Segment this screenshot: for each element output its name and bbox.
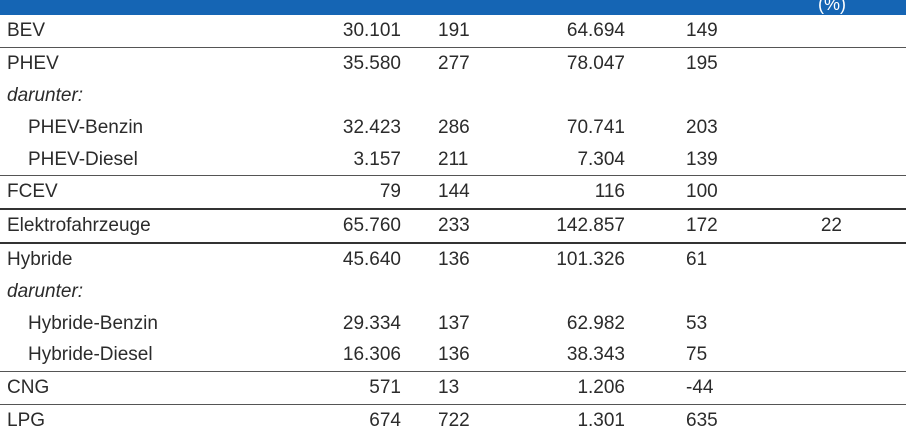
cell-col3: 277 bbox=[438, 53, 470, 75]
cell-col5: 75 bbox=[660, 338, 770, 372]
table-header-bar: (%) bbox=[0, 0, 906, 15]
cell-col6 bbox=[770, 404, 906, 436]
cell-col3: 233 bbox=[415, 208, 530, 244]
cell-col4: 70.741 bbox=[566, 116, 625, 138]
cell-col6 bbox=[770, 111, 906, 143]
cell-col6 bbox=[770, 243, 906, 276]
cell-col5: 139 bbox=[660, 143, 770, 176]
cell-col6 bbox=[770, 15, 906, 48]
table-row: LPG 674 722 1.301 635 bbox=[0, 404, 906, 436]
cell-col2: 45.640 bbox=[342, 248, 401, 270]
table-row: PHEV-Diesel 3.157 211 7.304 139 bbox=[0, 143, 906, 176]
cell-col3: 211 bbox=[415, 143, 530, 176]
cell-col4: 1.301 bbox=[577, 409, 625, 431]
cell-col6 bbox=[770, 307, 906, 339]
cell-col5: 195 bbox=[686, 53, 718, 75]
row-label: Hybride bbox=[7, 248, 73, 270]
cell-col3: 136 bbox=[415, 338, 530, 372]
row-label: PHEV-Benzin bbox=[28, 116, 144, 138]
row-label: darunter: bbox=[7, 280, 84, 302]
row-label: LPG bbox=[7, 409, 46, 431]
cell-col3: 286 bbox=[438, 116, 470, 138]
cell-col5: -44 bbox=[660, 371, 770, 405]
cell-col2 bbox=[235, 275, 415, 307]
cell-col4: 142.857 bbox=[530, 208, 660, 244]
cell-col3: 144 bbox=[415, 175, 530, 210]
table-row: Hybride 45.640 136 101.326 61 bbox=[0, 243, 906, 276]
cell-col4 bbox=[530, 80, 660, 112]
cell-col5: 203 bbox=[686, 116, 718, 138]
row-label: PHEV-Diesel bbox=[0, 143, 235, 176]
cell-col2: 35.580 bbox=[342, 53, 401, 75]
table-row: FCEV 79 144 116 100 bbox=[0, 175, 906, 210]
cell-col3 bbox=[415, 275, 530, 307]
row-label: Hybride-Benzin bbox=[28, 312, 158, 334]
cell-col6: 22 bbox=[770, 208, 906, 244]
cell-col2: 79 bbox=[235, 175, 415, 210]
row-label: BEV bbox=[0, 15, 235, 48]
cell-col4 bbox=[530, 275, 660, 307]
cell-col6 bbox=[770, 275, 906, 307]
header-unit-label: (%) bbox=[818, 0, 846, 14]
cell-col6 bbox=[770, 143, 906, 176]
cell-col5: 53 bbox=[686, 312, 708, 334]
cell-col5: 149 bbox=[660, 15, 770, 48]
cell-col3: 137 bbox=[438, 312, 470, 334]
table-row: Hybride-Diesel 16.306 136 38.343 75 bbox=[0, 338, 906, 372]
cell-col3: 191 bbox=[415, 15, 530, 48]
row-label: Elektrofahrzeuge bbox=[0, 208, 235, 244]
cell-col2: 65.760 bbox=[235, 208, 415, 244]
table-row: PHEV-Benzin 32.423 286 70.741 203 bbox=[0, 111, 906, 143]
cell-col3: 136 bbox=[438, 248, 470, 270]
cell-col5: 172 bbox=[660, 208, 770, 244]
row-label: darunter: bbox=[7, 84, 84, 106]
cell-col5: 635 bbox=[686, 409, 718, 431]
table-row: BEV 30.101 191 64.694 149 bbox=[0, 15, 906, 48]
table-row: darunter: bbox=[0, 275, 906, 307]
table-row: CNG 571 13 1.206 -44 bbox=[0, 371, 906, 405]
cell-col3: 722 bbox=[438, 409, 470, 431]
vehicle-statistics-table: BEV 30.101 191 64.694 149 PHEV 35.580 27… bbox=[0, 15, 906, 436]
cell-col5: 61 bbox=[686, 248, 708, 270]
cell-col2 bbox=[235, 80, 415, 112]
cell-col4: 64.694 bbox=[530, 15, 660, 48]
cell-col6 bbox=[770, 80, 906, 112]
cell-col2: 674 bbox=[369, 409, 401, 431]
cell-col3: 13 bbox=[415, 371, 530, 405]
cell-col2: 3.157 bbox=[235, 143, 415, 176]
table-row: PHEV 35.580 277 78.047 195 bbox=[0, 47, 906, 79]
cell-col4: 62.982 bbox=[566, 312, 625, 334]
cell-col5: 100 bbox=[660, 175, 770, 210]
table-row: Elektrofahrzeuge 65.760 233 142.857 172 … bbox=[0, 208, 906, 244]
cell-col2: 30.101 bbox=[235, 15, 415, 48]
cell-col6 bbox=[770, 175, 906, 210]
cell-col4: 78.047 bbox=[566, 53, 625, 75]
cell-col5 bbox=[660, 275, 770, 307]
cell-col4: 101.326 bbox=[556, 248, 625, 270]
cell-col2: 16.306 bbox=[235, 338, 415, 372]
row-label: FCEV bbox=[0, 175, 235, 210]
cell-col6 bbox=[770, 338, 906, 372]
cell-col2: 32.423 bbox=[342, 116, 401, 138]
cell-col4: 38.343 bbox=[530, 338, 660, 372]
cell-col5 bbox=[660, 80, 770, 112]
cell-col4: 116 bbox=[530, 175, 660, 210]
row-label: PHEV bbox=[7, 53, 59, 75]
row-label: Hybride-Diesel bbox=[0, 338, 235, 372]
cell-col6 bbox=[770, 47, 906, 79]
cell-col2: 29.334 bbox=[342, 312, 401, 334]
row-label: CNG bbox=[0, 371, 235, 405]
cell-col4: 7.304 bbox=[530, 143, 660, 176]
cell-col6 bbox=[770, 371, 906, 405]
cell-col4: 1.206 bbox=[530, 371, 660, 405]
table-row: darunter: bbox=[0, 80, 906, 112]
cell-col3 bbox=[415, 80, 530, 112]
cell-col2: 571 bbox=[235, 371, 415, 405]
table-row: Hybride-Benzin 29.334 137 62.982 53 bbox=[0, 307, 906, 339]
